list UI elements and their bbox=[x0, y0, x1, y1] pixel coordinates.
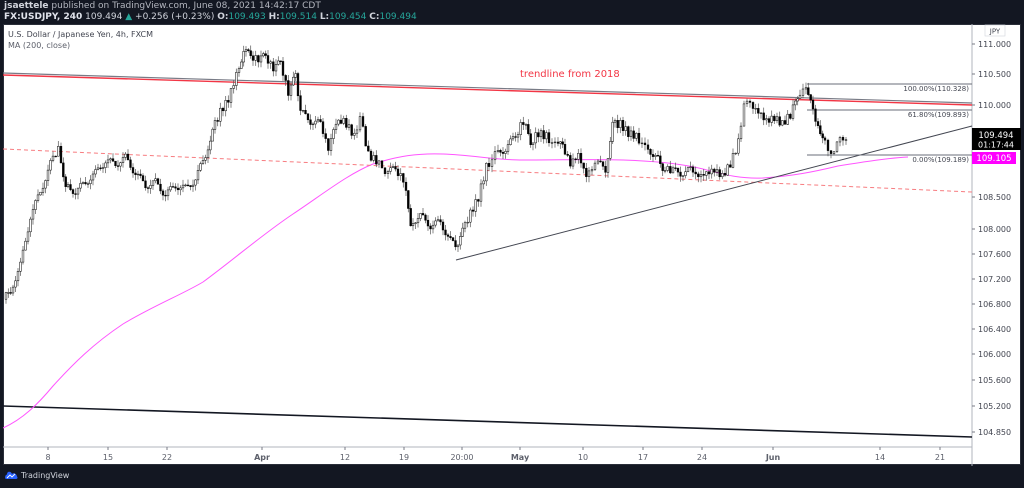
time-tick-label: 17 bbox=[638, 453, 648, 462]
last-price-label: 109.494 01:17:44 bbox=[972, 128, 1021, 150]
time-tick-label: Apr bbox=[254, 453, 270, 462]
last-price: 109.494 bbox=[85, 12, 123, 22]
chart-frame bbox=[3, 24, 1021, 465]
high-label: H: bbox=[268, 12, 280, 22]
time-tick-label: 12 bbox=[340, 453, 350, 462]
price-tick-label: 110.500 bbox=[978, 70, 1011, 79]
price-tick-label: 111.000 bbox=[978, 40, 1011, 49]
trendline-annotation[interactable]: trendline from 2018 bbox=[520, 69, 620, 80]
svg-text:109.105: 109.105 bbox=[976, 154, 1011, 164]
footer-bar: TradingView bbox=[0, 466, 1024, 488]
candlestick-series[interactable] bbox=[4, 45, 848, 304]
ascending-support-line[interactable] bbox=[455, 125, 973, 261]
up-arrow-icon: ▲ bbox=[125, 12, 133, 22]
close-value: 109.494 bbox=[379, 12, 417, 22]
time-tick-label: 21 bbox=[935, 453, 945, 462]
tradingview-logo[interactable]: TradingView bbox=[4, 470, 69, 480]
high-value: 109.514 bbox=[279, 12, 317, 22]
price-tick-label: 104.850 bbox=[978, 428, 1011, 437]
open-label: O: bbox=[217, 12, 229, 22]
dashed-support-line[interactable] bbox=[3, 148, 973, 193]
tradingview-brand: TradingView bbox=[21, 470, 70, 480]
time-axis[interactable]: 8 15 22 Apr 12 19 20:00 May 10 17 24 Jun 14 21 bbox=[45, 447, 945, 462]
tradingview-cloud-icon bbox=[5, 471, 18, 479]
publish-info: jsaettele published on TradingView.com, … bbox=[4, 1, 321, 11]
price-change: +0.256 (+0.23%) bbox=[135, 12, 215, 22]
price-tick-label: 107.600 bbox=[978, 250, 1011, 259]
indicator-title[interactable]: MA (200, close) bbox=[8, 41, 71, 50]
price-tick-label: 110.000 bbox=[978, 101, 1011, 110]
open-value: 109.493 bbox=[228, 12, 266, 22]
ohlc-bar: FX:USDJPY, 240 109.494 ▲ +0.256 (+0.23%)… bbox=[4, 12, 417, 22]
time-tick-label: 15 bbox=[103, 453, 113, 462]
price-tick-label: 105.600 bbox=[978, 376, 1011, 385]
price-tick-label: 106.400 bbox=[978, 325, 1011, 334]
author-name[interactable]: jsaettele bbox=[4, 1, 49, 11]
fib-100-label: 100.00%(110.328) bbox=[903, 85, 969, 93]
fib-0-label: 0.00%(109.189) bbox=[912, 156, 969, 164]
published-text: published on TradingView.com, June 08, 2… bbox=[51, 1, 321, 11]
low-label: L: bbox=[319, 12, 330, 22]
chart-legend: U.S. Dollar / Japanese Yen, 4h, FXCM MA … bbox=[8, 29, 153, 51]
series-title[interactable]: U.S. Dollar / Japanese Yen, 4h, FXCM bbox=[8, 30, 154, 39]
price-tick-label: 106.800 bbox=[978, 300, 1011, 309]
time-tick-label: 22 bbox=[162, 453, 172, 462]
time-tick-label: May bbox=[511, 453, 530, 462]
price-chart[interactable]: trendline from 2018 100.00%(110.328) 61.… bbox=[3, 24, 1021, 466]
price-tick-label: 107.200 bbox=[978, 275, 1011, 284]
low-value: 109.454 bbox=[329, 12, 367, 22]
fib-618-label: 61.80%(109.893) bbox=[908, 111, 969, 119]
svg-text:109.494: 109.494 bbox=[978, 131, 1013, 141]
time-tick-label: 8 bbox=[45, 453, 50, 462]
ma-200-line[interactable] bbox=[3, 153, 909, 429]
time-tick-label: 10 bbox=[578, 453, 588, 462]
bar-countdown: 01:17:44 bbox=[978, 141, 1014, 150]
trendline-2018[interactable] bbox=[3, 74, 973, 106]
time-tick-label: 19 bbox=[399, 453, 409, 462]
currency-badge bbox=[984, 24, 1006, 37]
price-axis[interactable]: JPY 111.000 110.500 110.000 108.500 108.000 1… bbox=[972, 24, 1011, 437]
price-tick-label: 108.000 bbox=[978, 225, 1011, 234]
chart-header: jsaettele published on TradingView.com, … bbox=[0, 0, 1024, 24]
currency-label: JPY bbox=[989, 28, 1001, 36]
time-tick-label: 24 bbox=[697, 453, 707, 462]
ma-value-label: 109.105 bbox=[972, 152, 1016, 164]
time-tick-label: 20:00 bbox=[450, 453, 473, 462]
price-tick-label: 105.200 bbox=[978, 402, 1011, 411]
fib-retracement[interactable]: 100.00%(110.328) 61.80%(109.893) 0.00%(1… bbox=[807, 83, 972, 164]
trendline-2018-shadow bbox=[3, 72, 973, 104]
time-tick-label: 14 bbox=[875, 453, 885, 462]
price-tick-label: 108.500 bbox=[978, 193, 1011, 202]
time-tick-label: Jun bbox=[765, 453, 781, 462]
close-label: C: bbox=[369, 12, 380, 22]
symbol-label: FX:USDJPY, 240 bbox=[4, 12, 83, 22]
right-edge bbox=[1021, 24, 1024, 466]
lower-trendline[interactable] bbox=[3, 405, 973, 438]
price-tick-label: 106.000 bbox=[978, 350, 1011, 359]
